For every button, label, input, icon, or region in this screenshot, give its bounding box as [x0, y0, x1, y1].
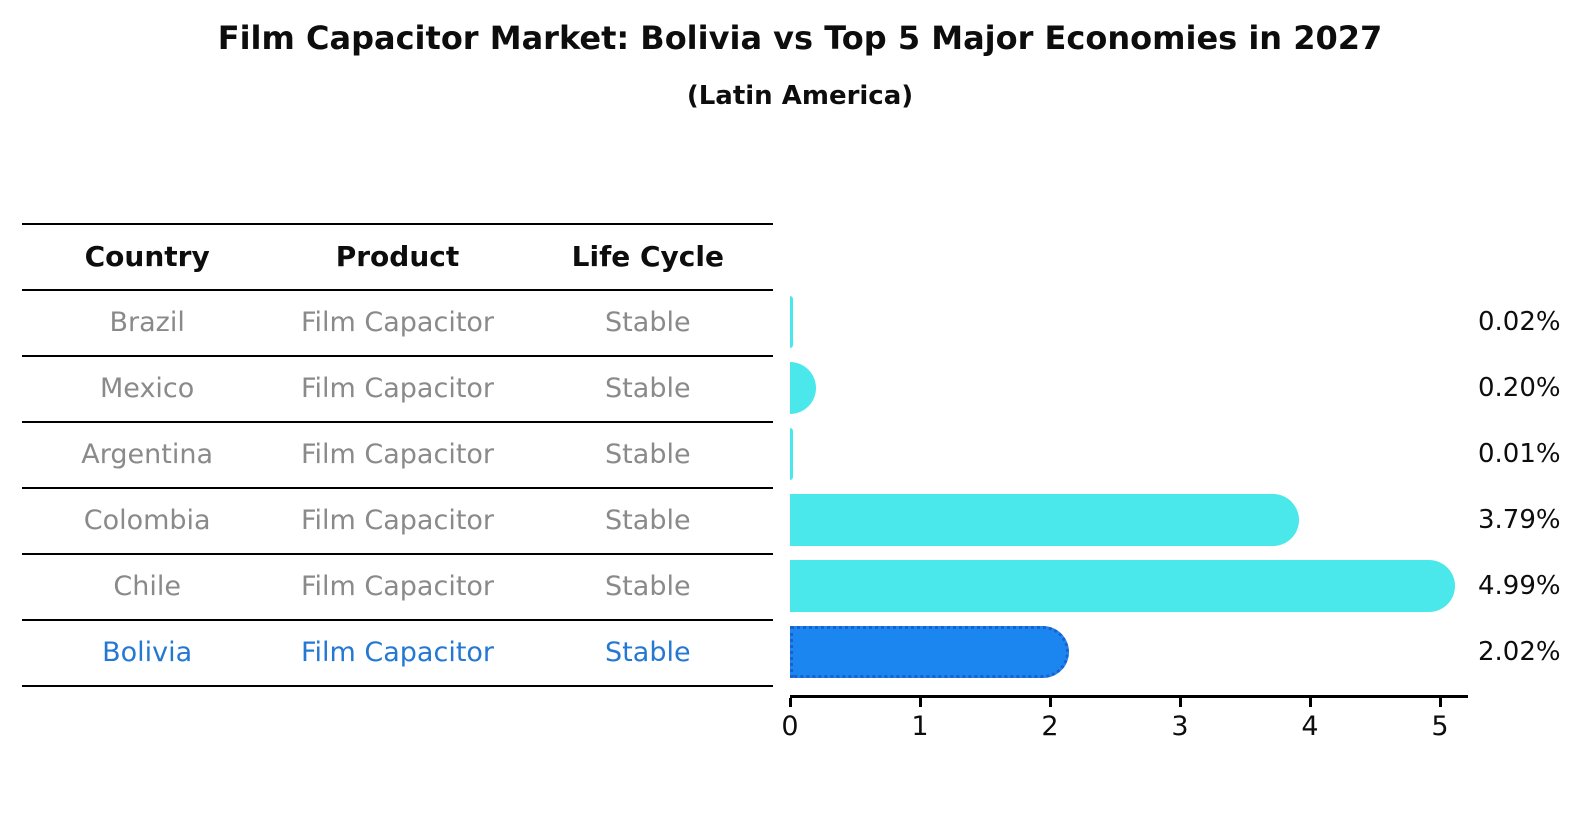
cell-argentina-country: Argentina: [81, 439, 214, 470]
x-tick-4: [1308, 698, 1312, 707]
cell-chile-product: Film Capacitor: [300, 571, 495, 602]
bar-argentina: [790, 428, 793, 480]
cell-colombia-product: Film Capacitor: [300, 505, 495, 536]
table-row-brazil: Brazil Film Capacitor Stable: [22, 289, 773, 355]
table-header-row: Country Product Life Cycle: [22, 223, 773, 289]
bar-brazil: [790, 296, 793, 348]
cell-brazil-life-cycle: Stable: [605, 307, 691, 338]
table-header-product: Product: [335, 240, 460, 273]
table-header-country: Country: [84, 240, 210, 273]
x-tick-label-4: 4: [1301, 711, 1319, 742]
cell-mexico-country: Mexico: [100, 373, 195, 404]
bar-colombia: [790, 494, 1299, 546]
value-label-chile: 4.99%: [1478, 571, 1561, 601]
value-label-argentina: 0.01%: [1478, 439, 1561, 469]
cell-bolivia-product: Film Capacitor: [300, 637, 495, 668]
value-label-colombia: 3.79%: [1478, 505, 1561, 535]
x-tick-1: [918, 698, 922, 707]
table-row-argentina: Argentina Film Capacitor Stable: [22, 421, 773, 487]
chart-subtitle: (Latin America): [686, 81, 914, 111]
value-label-brazil: 0.02%: [1478, 307, 1561, 337]
x-tick-3: [1178, 698, 1182, 707]
bar-bolivia: [790, 626, 1069, 678]
bar-chile: [790, 560, 1455, 612]
cell-mexico-product: Film Capacitor: [300, 373, 495, 404]
x-tick-label-0: 0: [781, 711, 799, 742]
x-tick-label-1: 1: [911, 711, 929, 742]
x-tick-label-3: 3: [1171, 711, 1189, 742]
table-header-lifecycle: Life Cycle: [571, 240, 724, 273]
x-tick-5: [1438, 698, 1442, 707]
cell-bolivia-country: Bolivia: [102, 637, 193, 668]
table-row-mexico: Mexico Film Capacitor Stable: [22, 355, 773, 421]
x-tick-label-2: 2: [1041, 711, 1059, 742]
cell-bolivia-life-cycle: Stable: [605, 637, 691, 668]
table-row-chile: Chile Film Capacitor Stable: [22, 553, 773, 619]
cell-colombia-life-cycle: Stable: [605, 505, 691, 536]
value-label-mexico: 0.20%: [1478, 373, 1561, 403]
x-tick-label-5: 5: [1431, 711, 1449, 742]
value-label-bolivia: 2.02%: [1478, 637, 1561, 667]
cell-mexico-life-cycle: Stable: [605, 373, 691, 404]
x-axis-line: [790, 695, 1468, 698]
table-row-bolivia: Bolivia Film Capacitor Stable: [22, 619, 773, 687]
chart-title: Film Capacitor Market: Bolivia vs Top 5 …: [217, 19, 1383, 57]
cell-chile-life-cycle: Stable: [605, 571, 691, 602]
cell-colombia-country: Colombia: [83, 505, 211, 536]
country-table: Country Product Life Cycle Brazil Film Ca…: [22, 223, 773, 687]
table-row-colombia: Colombia Film Capacitor Stable: [22, 487, 773, 553]
cell-brazil-product: Film Capacitor: [300, 307, 495, 338]
table-body: Brazil Film Capacitor Stable Mexico Film Cap…: [22, 289, 773, 687]
cell-brazil-country: Brazil: [109, 307, 185, 338]
cell-chile-country: Chile: [113, 571, 181, 602]
cell-argentina-life-cycle: Stable: [605, 439, 691, 470]
cell-argentina-product: Film Capacitor: [300, 439, 495, 470]
bar-mexico: [790, 362, 816, 414]
x-tick-2: [1048, 698, 1052, 707]
x-tick-0: [788, 698, 792, 707]
